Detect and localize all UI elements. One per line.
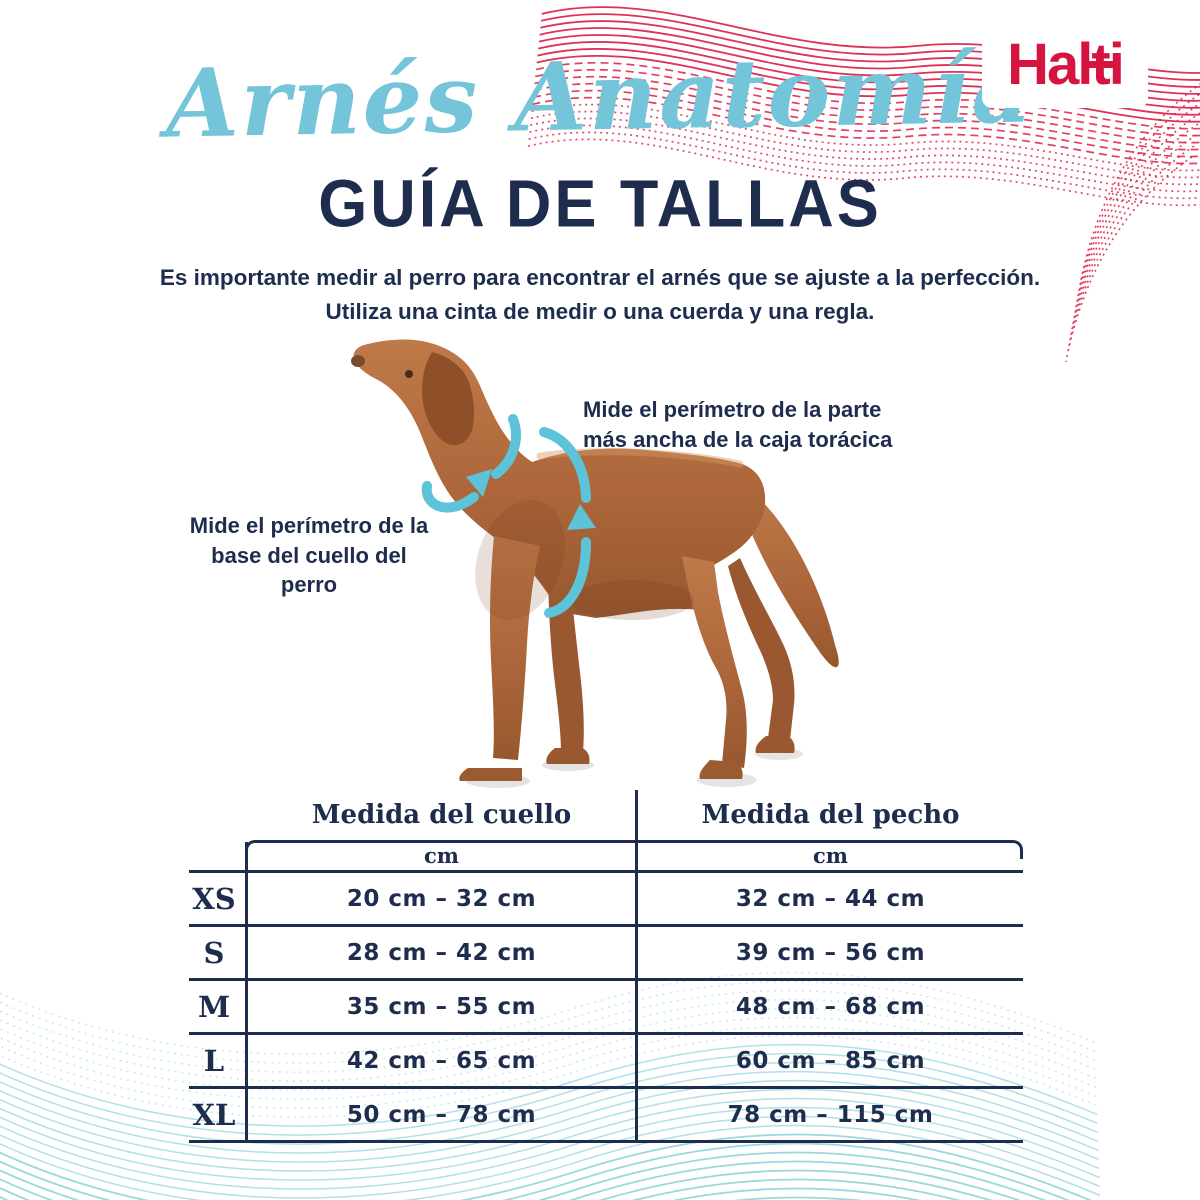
table-row: L 42 cm – 65 cm 60 cm – 85 cm	[185, 1035, 1023, 1086]
chest-range: 78 cm – 115 cm	[727, 1101, 934, 1128]
column-header-neck: Medida del cuello	[311, 800, 572, 830]
chest-note-line-2: más ancha de la caja torácica	[583, 426, 893, 452]
table-row: S 28 cm – 42 cm 39 cm – 56 cm	[185, 927, 1023, 978]
size-label: M	[197, 989, 231, 1024]
neck-range: 35 cm – 55 cm	[346, 993, 537, 1020]
table-row: XS 20 cm – 32 cm 32 cm – 44 cm	[185, 873, 1023, 924]
unit-neck: cm	[423, 842, 459, 868]
neck-range: 42 cm – 65 cm	[346, 1047, 537, 1074]
neck-range: 28 cm – 42 cm	[346, 939, 537, 966]
column-header-chest: Medida del pecho	[701, 800, 960, 830]
table-row: XL 50 cm – 78 cm 78 cm – 115 cm	[185, 1089, 1023, 1140]
neck-range: 50 cm – 78 cm	[346, 1101, 537, 1128]
table-line	[189, 870, 1023, 873]
intro-line-2: Utiliza una cinta de medir o una cuerda …	[325, 298, 875, 324]
dog-eye	[405, 370, 413, 378]
size-label: XS	[192, 881, 236, 916]
size-label: L	[203, 1043, 225, 1078]
neck-note-line-1: Mide el perímetro de la	[189, 513, 429, 538]
intro-line-1: Es importante medir al perro para encont…	[159, 265, 1041, 290]
table-row: M 35 cm – 55 cm 48 cm – 68 cm	[185, 981, 1023, 1032]
dog-nose	[351, 355, 365, 367]
chest-measure-note: Mide el perímetro de la parte más ancha …	[583, 395, 892, 454]
chest-range: 32 cm – 44 cm	[735, 885, 926, 912]
halti-logo-crossbar	[1083, 61, 1114, 68]
neck-measure-arrow	[421, 414, 521, 513]
size-label: XL	[192, 1097, 236, 1132]
size-label: S	[203, 935, 225, 970]
chest-range: 39 cm – 56 cm	[735, 939, 926, 966]
chest-range: 48 cm – 68 cm	[735, 993, 926, 1020]
intro-text: Es importante medir al perro para encont…	[0, 261, 1200, 329]
chest-measure-arrow	[539, 427, 596, 618]
neck-range: 20 cm – 32 cm	[346, 885, 537, 912]
table-line	[189, 1032, 1023, 1035]
center-column-divider	[635, 790, 638, 1143]
neck-measure-note: Mide el perímetro de la base del cuello …	[183, 511, 435, 600]
chest-range: 60 cm – 85 cm	[735, 1047, 926, 1074]
table-line	[189, 1086, 1023, 1089]
table-line	[189, 924, 1023, 927]
halti-logo: Halti	[982, 20, 1148, 108]
chest-note-line-1: Mide el perímetro de la parte	[583, 397, 882, 422]
table-line	[189, 1140, 1023, 1143]
size-table: Medida del cuello Medida del pecho cm cm…	[185, 790, 1023, 1145]
neck-note-line-2: base del cuello del perro	[211, 542, 407, 598]
page-title: GUÍA DE TALLAS	[318, 166, 882, 242]
table-line	[189, 978, 1023, 981]
unit-chest: cm	[812, 842, 848, 868]
label-column-divider	[245, 842, 248, 1143]
